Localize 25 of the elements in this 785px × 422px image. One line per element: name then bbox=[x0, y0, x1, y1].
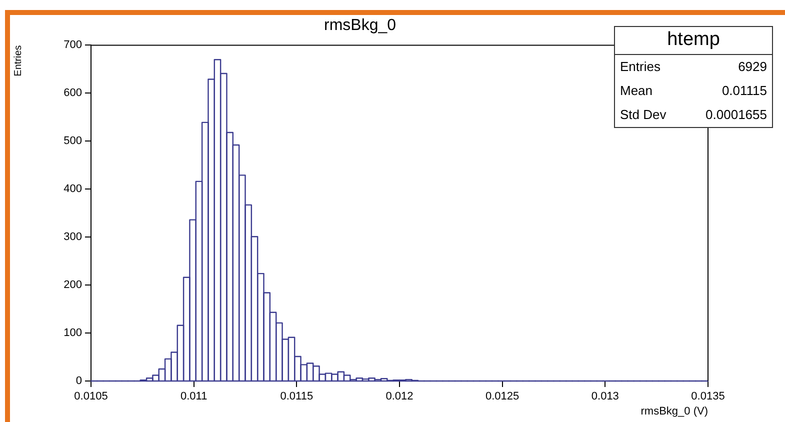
x-tick-label: 0.0115 bbox=[280, 390, 314, 403]
x-tick-label: 0.013 bbox=[591, 390, 619, 403]
y-tick-label: 400 bbox=[64, 183, 82, 196]
chart-title: rmsBkg_0 bbox=[324, 17, 396, 34]
y-axis-title: Entries bbox=[12, 45, 24, 76]
text: 0.01115 bbox=[722, 83, 767, 98]
y-tick-label: 300 bbox=[64, 231, 82, 244]
x-tick-label: 0.0135 bbox=[691, 390, 725, 403]
annotation: Std Dev bbox=[620, 107, 666, 122]
y-tick-label: 200 bbox=[64, 279, 82, 292]
annotation: htemp bbox=[615, 27, 772, 55]
x-tick-label: 0.012 bbox=[386, 390, 414, 403]
y-tick-label: 100 bbox=[64, 327, 82, 340]
y-tick-label: 500 bbox=[64, 135, 82, 148]
y-tick-label: 600 bbox=[64, 87, 82, 100]
x-tick-label: 0.0105 bbox=[74, 390, 108, 403]
annotation: 0.0001655 bbox=[706, 107, 767, 122]
text: 6929 bbox=[738, 59, 767, 74]
annotation: Entries bbox=[620, 59, 660, 74]
x-tick-label: 0.011 bbox=[180, 390, 208, 403]
annotation: Mean bbox=[620, 83, 653, 98]
x-tick-label: 0.0125 bbox=[486, 390, 520, 403]
y-tick-label: 0 bbox=[76, 375, 82, 388]
x-axis-title: rmsBkg_0 (V) bbox=[640, 405, 708, 418]
y-tick-label: 700 bbox=[64, 39, 82, 52]
